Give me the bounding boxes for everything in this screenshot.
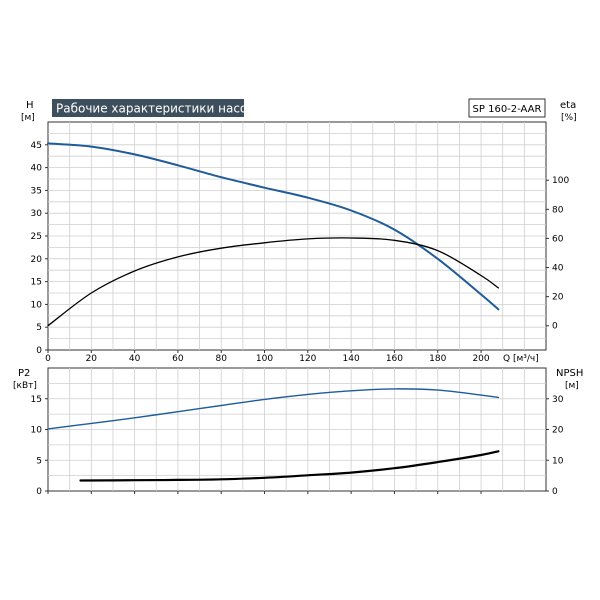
x-tick-label: 200 (472, 354, 489, 364)
x-tick-label: 60 (172, 354, 184, 364)
left-axis-label: H (26, 100, 34, 111)
x-tick-label: 120 (299, 354, 316, 364)
y-tick-label: 0 (36, 346, 42, 356)
npsh-curve (79, 450, 500, 482)
x-tick-label: 40 (129, 354, 141, 364)
eta-tick-label: 60 (552, 234, 564, 244)
npsh-tick-label: 10 (552, 456, 564, 466)
npsh-axis-unit: [м] (565, 381, 579, 391)
x-axis-label: Q [м³/ч] (503, 354, 539, 364)
left-axis-unit: [м] (21, 113, 35, 123)
right-axis-unit: [%] (561, 113, 577, 123)
x-tick-label: 0 (45, 354, 51, 364)
power-tick-label: 10 (31, 426, 43, 436)
y-tick-label: 15 (31, 278, 42, 288)
y-tick-label: 5 (36, 323, 42, 333)
npsh-tick-label: 0 (552, 487, 558, 497)
power-axis-label: P2 (18, 368, 30, 379)
top-grid (48, 122, 546, 350)
y-tick-label: 45 (31, 141, 42, 151)
x-tick-label: 140 (343, 354, 360, 364)
npsh-tick-label: 20 (552, 426, 564, 436)
power-tick-label: 5 (36, 456, 42, 466)
right-axis-label: eta (560, 100, 576, 111)
top-ticks: 0 20 40 60 80 100 120 140 160 180 2000510152025303… (31, 141, 570, 364)
head-efficiency-panel: 0 20 40 60 80 100 120 140 160 180 2000510152025303… (21, 98, 577, 364)
model-label: SP 160-2-AAR (473, 104, 542, 115)
chart-title: Рабочие характеристики насоса (56, 102, 261, 116)
head-curve (47, 142, 500, 311)
eta-tick-label: 100 (552, 176, 569, 186)
top-series (47, 142, 500, 327)
y-tick-label: 40 (31, 164, 43, 174)
x-tick-label: 180 (429, 354, 446, 364)
eta-tick-label: 80 (552, 205, 564, 215)
eta-tick-label: 20 (552, 293, 564, 303)
y-tick-label: 35 (31, 186, 42, 196)
bottom-ticks: 0 5 10 15 0 10 20 30 (31, 395, 564, 497)
bottom-series (47, 388, 500, 482)
x-tick-label: 20 (86, 354, 98, 364)
x-tick-label: 80 (215, 354, 227, 364)
y-tick-label: 25 (31, 232, 42, 242)
npsh-axis-label: NPSH (556, 368, 583, 379)
power-npsh-panel: 0 5 10 15 0 10 20 30 P2 [кВт] NPSH [м] (13, 367, 583, 497)
eta-tick-label: 0 (552, 322, 558, 332)
power-curve (47, 388, 500, 430)
y-tick-label: 10 (31, 300, 43, 310)
x-tick-label: 100 (256, 354, 273, 364)
npsh-tick-label: 30 (552, 395, 564, 405)
eta-tick-label: 40 (552, 264, 564, 274)
chart-title-box (52, 99, 244, 117)
power-axis-unit: [кВт] (13, 381, 37, 391)
efficiency-curve (47, 237, 500, 327)
y-tick-label: 30 (31, 209, 43, 219)
power-tick-label: 0 (36, 487, 42, 497)
x-tick-label: 160 (386, 354, 403, 364)
model-label-box (468, 98, 546, 118)
bottom-grid (48, 368, 546, 491)
power-tick-label: 15 (31, 395, 42, 405)
y-tick-label: 20 (31, 255, 43, 265)
